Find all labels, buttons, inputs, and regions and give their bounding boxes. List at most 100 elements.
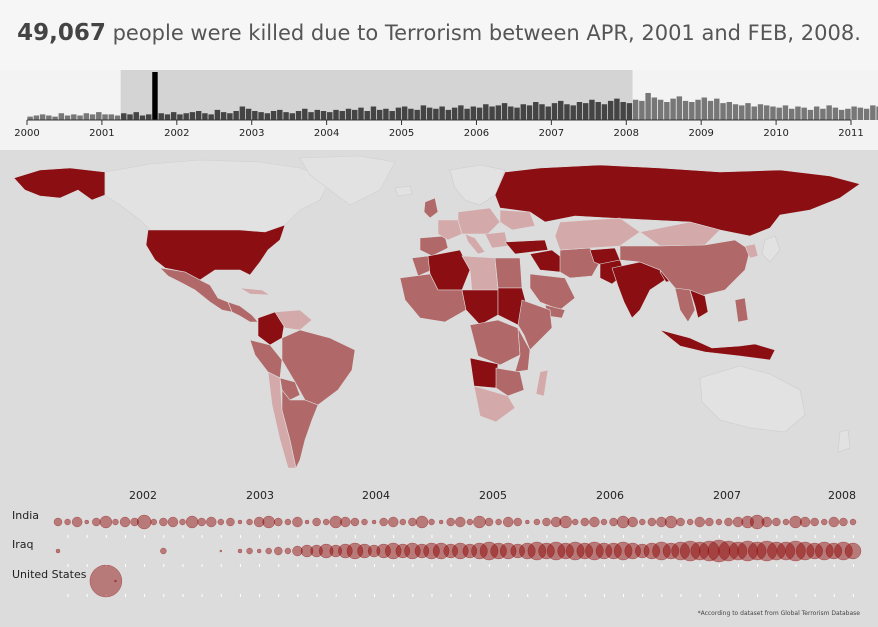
timeline-bar[interactable] [408,108,414,120]
timeline-bar[interactable] [639,100,645,120]
timeline-bar[interactable] [320,111,327,120]
timeline-bar[interactable] [295,111,302,120]
bubble-point[interactable] [371,519,377,525]
timeline-bar[interactable] [820,108,826,120]
bubble-point[interactable] [589,516,600,528]
timeline-bar[interactable] [289,113,296,120]
bubble-point[interactable] [443,543,458,559]
timeline-bar[interactable] [632,99,639,120]
timeline-bar[interactable] [520,104,526,120]
timeline-bar[interactable] [589,99,595,120]
country-mongolia[interactable] [639,221,721,247]
bubble-point[interactable] [694,516,705,528]
timeline-bar[interactable] [339,111,345,120]
bubble-point[interactable] [728,541,748,561]
bubble-point[interactable] [466,518,474,526]
bubble-point[interactable] [705,517,714,527]
timeline-bar[interactable] [851,106,857,121]
country-australia[interactable] [699,365,806,433]
bubble-point[interactable] [55,548,61,554]
bubble-point[interactable] [662,542,680,560]
country-argentina[interactable] [281,389,319,469]
bubble-point[interactable] [399,518,407,526]
bubble-point[interactable] [600,518,608,526]
bubble-point[interactable] [542,517,551,527]
timeline-bar[interactable] [395,107,402,120]
timeline-bar[interactable] [533,102,539,120]
country-korea[interactable] [744,243,759,259]
bubble-point[interactable] [253,516,265,528]
bubble-point[interactable] [185,515,199,529]
bubble-point[interactable] [84,519,89,525]
bubble-point[interactable] [810,517,819,527]
timeline-bar[interactable] [439,106,445,121]
bubble-point[interactable] [643,542,661,560]
bubble-point[interactable] [217,518,225,526]
bubble-point[interactable] [595,542,613,560]
timeline-bar[interactable] [177,114,183,120]
bubble-point[interactable] [379,517,388,527]
bubble-point[interactable] [292,516,303,528]
timeline-bar[interactable] [720,103,726,120]
bubble-point[interactable] [318,543,334,559]
timeline-bar[interactable] [270,111,277,120]
bubble-point[interactable] [160,547,167,555]
timeline-bar[interactable] [558,100,564,120]
country-ukraine[interactable] [499,209,536,231]
timeline-bar[interactable] [795,106,801,121]
timeline-bar[interactable] [89,114,96,120]
timeline-bar[interactable] [832,107,839,120]
timeline-bar[interactable] [745,103,751,120]
bubble-point[interactable] [639,518,646,526]
country-usa[interactable] [145,224,286,281]
bubble-point[interactable] [844,542,862,560]
bubble-point[interactable] [490,542,507,560]
bubble-point[interactable] [664,515,678,529]
timeline-bar[interactable] [676,96,683,120]
timeline-bar[interactable] [564,104,570,120]
bubble-point[interactable] [652,541,671,561]
bubble-point[interactable] [415,515,429,529]
country-myanmar-thailand[interactable] [674,287,696,323]
bubble-point[interactable] [571,518,579,526]
bubble-point[interactable] [749,514,765,530]
timeline-bar[interactable] [545,106,551,121]
bubble-point[interactable] [89,564,123,598]
timeline-bar[interactable] [146,114,152,120]
bubble-point[interactable] [167,516,179,528]
bubble-point[interactable] [676,517,685,527]
bubble-point[interactable] [647,517,657,527]
timeline-bar[interactable] [27,116,33,120]
bubble-point[interactable] [136,514,152,530]
bubble-point[interactable] [338,543,353,559]
bubble-point[interactable] [179,518,186,526]
bubble-point[interactable] [350,517,360,527]
timeline-bar[interactable] [114,115,121,121]
bubble-point[interactable] [206,516,217,528]
country-turkey[interactable] [504,239,549,255]
bubble-point[interactable] [300,544,314,558]
country-greenland[interactable] [299,155,396,206]
timeline-bar[interactable] [626,103,633,120]
timeline-chart[interactable]: 2000 2001 2002 2003 2004 2005 2006 2007 2008 2009… [0,70,878,150]
country-japan[interactable] [761,235,781,263]
bubble-point[interactable] [119,516,131,528]
bubble-point[interactable] [635,543,650,559]
timeline-bar[interactable] [352,109,358,120]
timeline-bar[interactable] [595,102,601,120]
bubble-point[interactable] [627,516,638,528]
bubble-point[interactable] [525,519,530,525]
bubble-point[interactable] [527,541,547,561]
timeline-bar[interactable] [826,105,832,120]
bubble-point[interactable] [776,541,796,561]
bubble-point[interactable] [274,517,283,527]
timeline-bar[interactable] [227,113,233,120]
timeline-bar[interactable] [807,109,814,120]
timeline-bar[interactable] [77,115,83,121]
timeline-bar[interactable] [501,103,508,120]
timeline-bar[interactable] [133,112,139,120]
bubble-point[interactable] [361,518,368,526]
bubble-point[interactable] [150,518,158,526]
bubble-point[interactable] [414,543,430,559]
timeline-bar[interactable] [551,103,558,120]
